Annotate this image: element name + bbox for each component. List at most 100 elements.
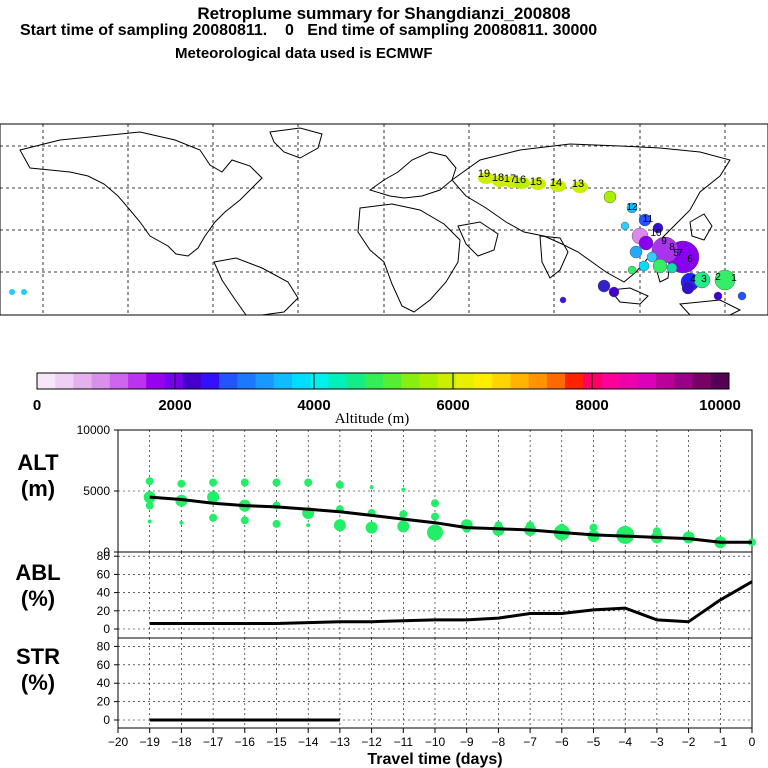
map-label-8: 8	[669, 242, 675, 253]
panel-unit: (m)	[21, 476, 55, 501]
alt-point-6	[179, 520, 184, 525]
alt-point-24	[365, 521, 378, 534]
panel-label: STR	[16, 644, 60, 669]
xtick-label: −8	[492, 735, 506, 749]
colorbar-tick-6000: 6000	[436, 397, 469, 414]
x-axis: −20 −19 −18 −17 −16 −15 −14 −13 −12 −11 −10 −9 −8 −7−…	[108, 728, 756, 768]
xtick-label: −12	[361, 735, 382, 749]
alt-point-26	[399, 510, 408, 519]
ytick-label: 40	[97, 676, 111, 690]
colorbar-cell-10	[219, 373, 238, 389]
track-marker-3	[514, 177, 530, 189]
xtick-label: −20	[108, 735, 129, 749]
alt-point-0	[145, 477, 154, 486]
map-label-10: 10	[650, 228, 662, 239]
ytick-label: 0	[103, 622, 110, 636]
alt-point-28	[431, 499, 439, 508]
colorbar-cell-4	[109, 373, 129, 389]
colorbar-cell-15	[310, 373, 329, 389]
colorbar-cell-22	[437, 373, 457, 389]
xtick-label: −10	[425, 735, 446, 749]
map-label-12: 12	[626, 202, 638, 213]
altitude-colorbar: 0 2000 4000 6000 8000 10000 Altitude (m)	[33, 372, 741, 427]
xtick-label: −4	[618, 735, 632, 749]
colorbar-cell-26	[510, 373, 530, 389]
colorbar-frame	[36, 372, 730, 390]
colorbar-cell-8	[182, 373, 202, 389]
xtick-label: −15	[266, 735, 287, 749]
alt-point-30	[427, 524, 443, 541]
ytick-label: 80	[97, 639, 111, 653]
map-label-16: 16	[514, 174, 526, 186]
colorbar-cell-37	[710, 373, 730, 389]
alt-point-4	[177, 479, 186, 488]
colorbar-cell-25	[492, 373, 511, 389]
plume-blob-15	[627, 265, 637, 275]
colorbar-cell-20	[401, 373, 420, 389]
ytick-label: 20	[97, 604, 111, 618]
colorbar-title: Altitude (m)	[335, 411, 410, 427]
xtick-label: −5	[587, 735, 601, 749]
plume-blob-19	[652, 222, 664, 234]
xtick-label: −11	[394, 735, 414, 749]
track-marker-0	[478, 172, 494, 184]
alt-point-2	[145, 501, 154, 510]
colorbar-tick-2000: 2000	[158, 397, 191, 414]
colorbar-cell-30	[583, 373, 602, 389]
map-label-1: 1	[731, 273, 737, 284]
colorbar-cell-27	[528, 373, 548, 389]
plume-blob-4	[638, 235, 654, 251]
met-data-label: Meteorological data used is ECMWF	[175, 45, 433, 62]
alt-point-8	[207, 491, 220, 504]
map-label-9: 9	[661, 236, 667, 247]
alt-point-39	[589, 523, 598, 532]
plume-blob-14	[638, 260, 650, 272]
plume-blob-10	[714, 269, 736, 291]
alt-point-12	[240, 516, 249, 525]
alt-point-16	[304, 478, 313, 487]
xtick-label: −1	[713, 735, 727, 749]
ytick-label: 80	[97, 549, 111, 563]
plume-blob-18	[638, 213, 652, 227]
panel-str: 80 60 40 20 0 STR(%)	[16, 637, 753, 729]
timeseries-panels: 1000050000ALT(m)806040200ABL(%)806040200…	[15, 423, 756, 768]
edge-marker-1	[21, 289, 27, 295]
xtick-label: −6	[555, 735, 569, 749]
xtick-label: −14	[298, 735, 319, 749]
alt-point-19	[335, 480, 344, 489]
plume-blob-12	[597, 279, 611, 293]
plume-blob-22	[713, 291, 723, 301]
panel-label: ALT	[17, 450, 59, 475]
xtick-label: −16	[235, 735, 256, 749]
colorbar-cell-6	[146, 373, 165, 389]
map-label-4: 4	[690, 274, 696, 285]
colorbar-cell-13	[273, 373, 293, 389]
xtick-label: 0	[749, 735, 756, 749]
map-label-19: 19	[478, 168, 490, 180]
plume-blob-9	[693, 271, 711, 289]
colorbar-cell-18	[364, 373, 384, 389]
series-line-alt	[149, 495, 752, 544]
x-axis-title: Travel time (days)	[367, 751, 502, 768]
xtick-label: −13	[330, 735, 351, 749]
plume-blob-16	[559, 296, 567, 304]
colorbar-cell-3	[91, 373, 111, 389]
plume-blob-6	[652, 258, 668, 274]
colorbar-cell-31	[601, 373, 621, 389]
alt-point-27	[397, 520, 410, 533]
plume-blob-3	[629, 245, 643, 259]
alt-point-9	[209, 513, 218, 522]
colorbar-cell-9	[200, 373, 220, 389]
alt-point-18	[306, 523, 311, 528]
colorbar-cell-14	[291, 373, 311, 389]
alt-point-10	[240, 478, 249, 487]
colorbar-tick-10000: 10000	[699, 397, 741, 414]
alt-point-22	[369, 485, 374, 490]
colorbar-cell-21	[419, 373, 439, 389]
ytick-label: 5000	[83, 484, 110, 498]
alt-point-7	[209, 478, 218, 487]
panel-unit: (%)	[21, 670, 55, 695]
colorbar-cell-33	[637, 373, 657, 389]
alt-point-21	[333, 519, 346, 532]
